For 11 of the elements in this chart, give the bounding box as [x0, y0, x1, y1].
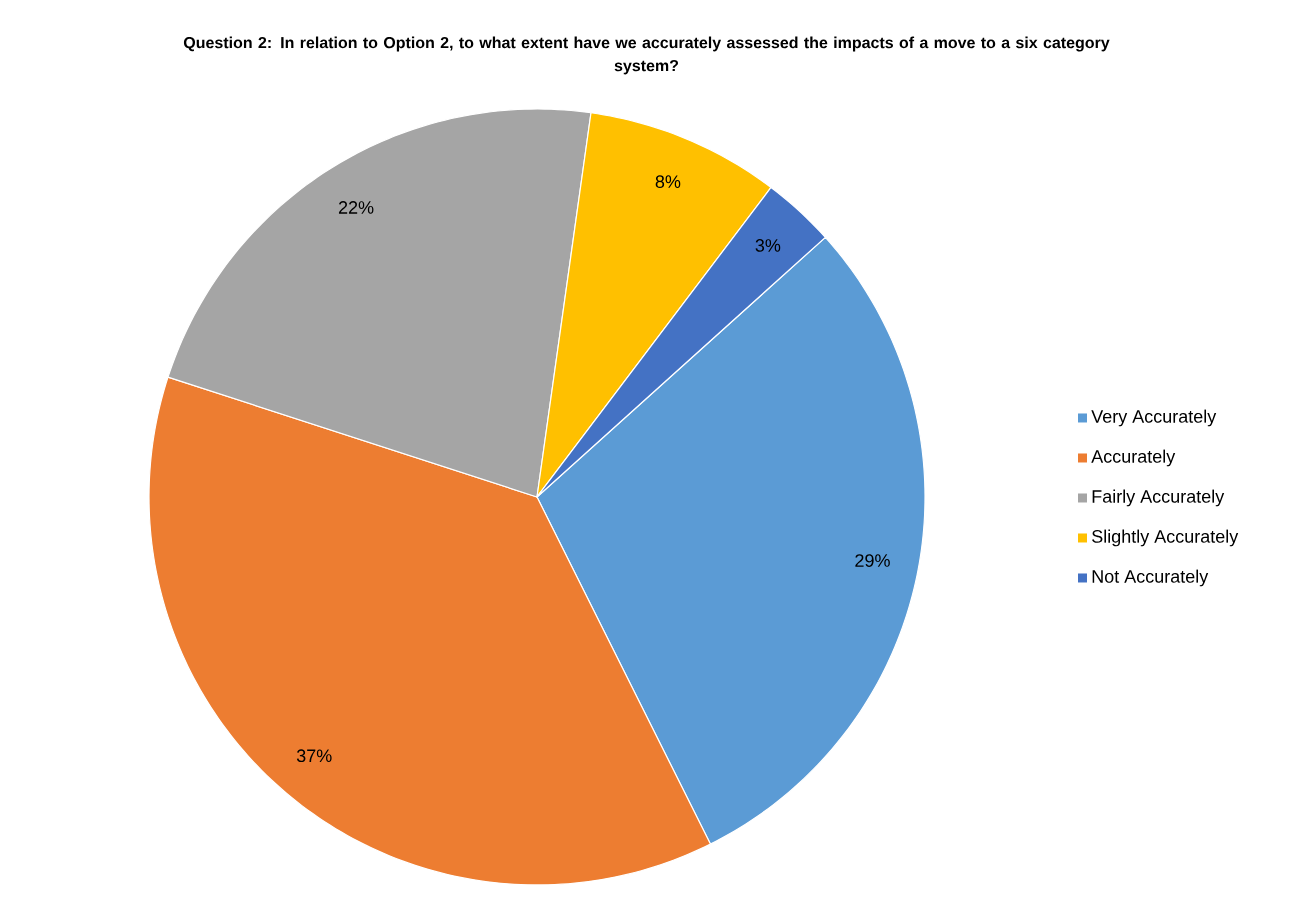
legend-label: Accurately — [1091, 449, 1176, 467]
legend-label: Fairly Accurately — [1092, 489, 1225, 507]
data-label: 29% — [855, 554, 890, 567]
chart-title: Question 2: In relation to Option 2, to what extent have we accurately assessed the impacts of a move to a six category system? — [183, 36, 1110, 75]
legend-label: Slightly Accurately — [1092, 529, 1239, 547]
data-label: 8% — [655, 175, 681, 188]
data-label: 37% — [296, 749, 332, 763]
data-label: 3% — [755, 239, 781, 252]
legend-label: Not Accurately — [1092, 569, 1209, 587]
legend-label: Very Accurately — [1091, 409, 1217, 427]
data-label: 22% — [338, 201, 374, 214]
